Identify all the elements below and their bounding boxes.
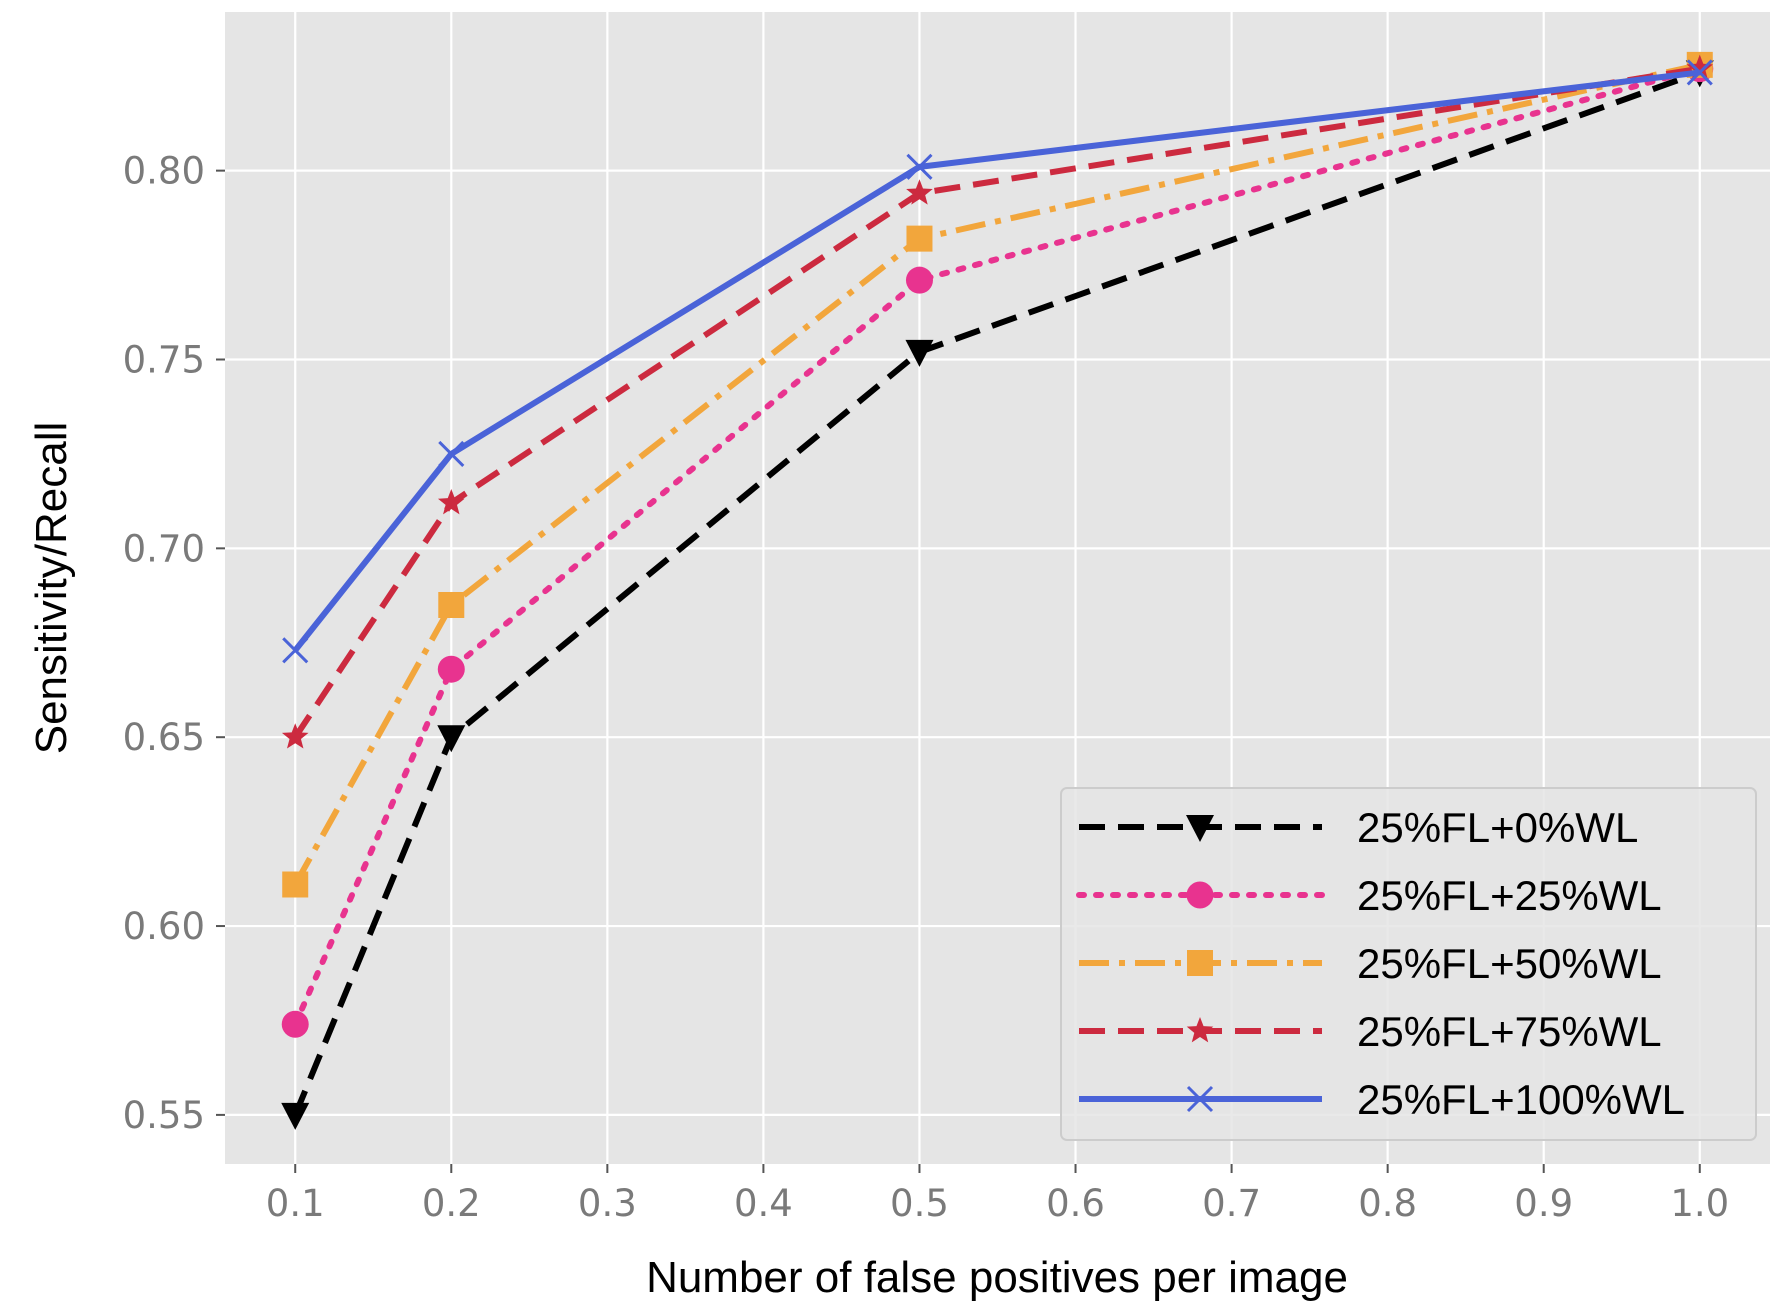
- x-tick-label: 0.3: [578, 1182, 637, 1225]
- series-line: [292, 65, 1703, 1028]
- x-tick-label: 0.4: [734, 1182, 793, 1225]
- legend-item: 25%FL+100%WL: [1079, 1076, 1685, 1123]
- y-tick-label: 0.80: [123, 150, 205, 193]
- legend-item: 25%FL+75%WL: [1079, 1008, 1662, 1055]
- series-25%FL+75%WL: [281, 54, 1714, 749]
- y-tick-label: 0.70: [123, 527, 205, 570]
- data-point: [906, 179, 933, 205]
- data-point: [1686, 59, 1713, 86]
- legend-item: 25%FL+25%WL: [1076, 872, 1662, 919]
- data-point: [281, 723, 309, 749]
- legend-marker: [1186, 815, 1214, 842]
- legend-marker: [1187, 950, 1213, 976]
- data-point: [438, 440, 465, 467]
- data-point: [281, 1010, 309, 1038]
- legend-box: [1060, 787, 1757, 1141]
- data-point: [906, 153, 933, 180]
- legend-label: 25%FL+25%WL: [1357, 872, 1662, 919]
- legend: 25%FL+0%WL 25%FL+25%WL 25%FL+50%WL 25%FL+75…: [1060, 787, 1757, 1141]
- x-tick-label: 0.9: [1514, 1182, 1573, 1225]
- data-point: [905, 266, 933, 294]
- data-point: [437, 489, 465, 515]
- legend-label: 25%FL+0%WL: [1357, 804, 1638, 851]
- x-tick-label: 0.5: [890, 1182, 949, 1225]
- data-point: [1686, 54, 1714, 80]
- data-point: [906, 225, 933, 252]
- data-point: [281, 1102, 310, 1130]
- data-point: [282, 637, 309, 664]
- y-tick-label: 0.65: [123, 716, 205, 759]
- series-group: [281, 51, 1714, 1130]
- x-tick-label: 0.2: [422, 1182, 481, 1225]
- data-point: [437, 725, 466, 753]
- data-point: [282, 871, 309, 898]
- series-25%FL+50%WL: [282, 51, 1713, 898]
- legend-label: 25%FL+75%WL: [1357, 1008, 1662, 1055]
- y-tick-label: 0.55: [123, 1094, 205, 1137]
- data-point: [905, 339, 934, 367]
- series-line: [292, 69, 1701, 1117]
- y-tick-label: 0.60: [123, 905, 205, 948]
- legend-item: 25%FL+50%WL: [1079, 940, 1662, 987]
- series-line: [292, 61, 1701, 886]
- x-tick-label: 0.7: [1202, 1182, 1261, 1225]
- axis-ticks: 0.1 0.2 0.3 0.4 0.5 0.6 0.7 0.8 0.9 1.0 0.55 0.60 0.…: [123, 150, 1730, 1225]
- x-tick-label: 1.0: [1670, 1182, 1729, 1225]
- y-axis-label: Sensitivity/Recall: [27, 422, 76, 755]
- y-tick-label: 0.75: [123, 338, 205, 381]
- x-axis-label: Number of false positives per image: [646, 1253, 1348, 1302]
- x-tick-label: 0.1: [266, 1182, 325, 1225]
- legend-item: 25%FL+0%WL: [1079, 804, 1638, 851]
- legend-marker: [1186, 1017, 1214, 1043]
- legend-marker: [1186, 1085, 1214, 1113]
- series-25%FL+100%WL: [282, 59, 1713, 664]
- data-point: [438, 591, 465, 618]
- legend-marker: [1186, 881, 1214, 909]
- x-tick-label: 0.6: [1046, 1182, 1105, 1225]
- data-point: [437, 655, 465, 683]
- legend-label: 25%FL+100%WL: [1357, 1076, 1685, 1123]
- series-line: [292, 65, 1701, 739]
- legend-label: 25%FL+50%WL: [1357, 940, 1662, 987]
- series-line: [292, 69, 1701, 653]
- x-tick-label: 0.8: [1358, 1182, 1417, 1225]
